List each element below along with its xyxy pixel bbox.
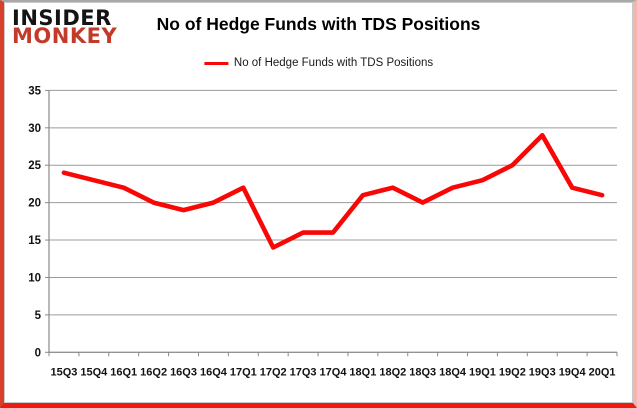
x-axis-label-16Q1: 16Q1	[110, 366, 137, 378]
series-line-hedge-funds	[61, 133, 605, 250]
insider-monkey-logo: INSIDER MONKEY	[12, 6, 118, 49]
x-axis-label-17Q3: 17Q3	[290, 366, 317, 378]
y-axis-label-30: 30	[28, 123, 41, 135]
legend-label: No of Hedge Funds with TDS Positions	[233, 57, 434, 69]
chart-area-border	[4, 2, 633, 403]
legend: No of Hedge Funds with TDS Positions	[203, 57, 434, 69]
x-axis-label-18Q4: 18Q4	[439, 366, 467, 378]
x-axis-label-17Q2: 17Q2	[260, 366, 287, 378]
x-axis-label-18Q2: 18Q2	[379, 366, 406, 378]
y-axis-label-15: 15	[28, 235, 41, 247]
x-axis-label-18Q3: 18Q3	[409, 366, 436, 378]
legend-line-swatch	[203, 61, 228, 65]
x-axis-label-16Q2: 16Q2	[140, 366, 167, 378]
x-axis-label-17Q1: 17Q1	[230, 366, 257, 378]
x-axis-label-17Q4: 17Q4	[320, 366, 348, 378]
y-axis-label-5: 5	[35, 310, 42, 322]
x-axis-label-19Q1: 19Q1	[469, 366, 496, 378]
x-axis-label-18Q1: 18Q1	[349, 366, 376, 378]
x-axis-label-15Q3: 15Q3	[50, 366, 77, 378]
y-axis-label-25: 25	[28, 160, 41, 172]
y-axis-label-35: 35	[28, 85, 41, 97]
y-axis-label-10: 10	[28, 272, 41, 284]
x-axis-label-15Q4: 15Q4	[80, 366, 108, 378]
chart-title: No of Hedge Funds with TDS Positions	[156, 14, 481, 34]
x-axis-label-16Q3: 16Q3	[170, 366, 197, 378]
logo-line-insider: INSIDER	[12, 6, 112, 30]
x-axis-label-19Q4: 19Q4	[559, 366, 587, 378]
y-axis-label-20: 20	[28, 198, 41, 210]
x-axis-label-19Q2: 19Q2	[499, 366, 526, 378]
x-axis-label-19Q3: 19Q3	[529, 366, 556, 378]
x-axis-label-16Q4: 16Q4	[200, 366, 228, 378]
x-axis-label-20Q1: 20Q1	[589, 366, 616, 378]
y-axis-label-0: 0	[35, 347, 41, 359]
logo-line-monkey: MONKEY	[12, 24, 118, 49]
